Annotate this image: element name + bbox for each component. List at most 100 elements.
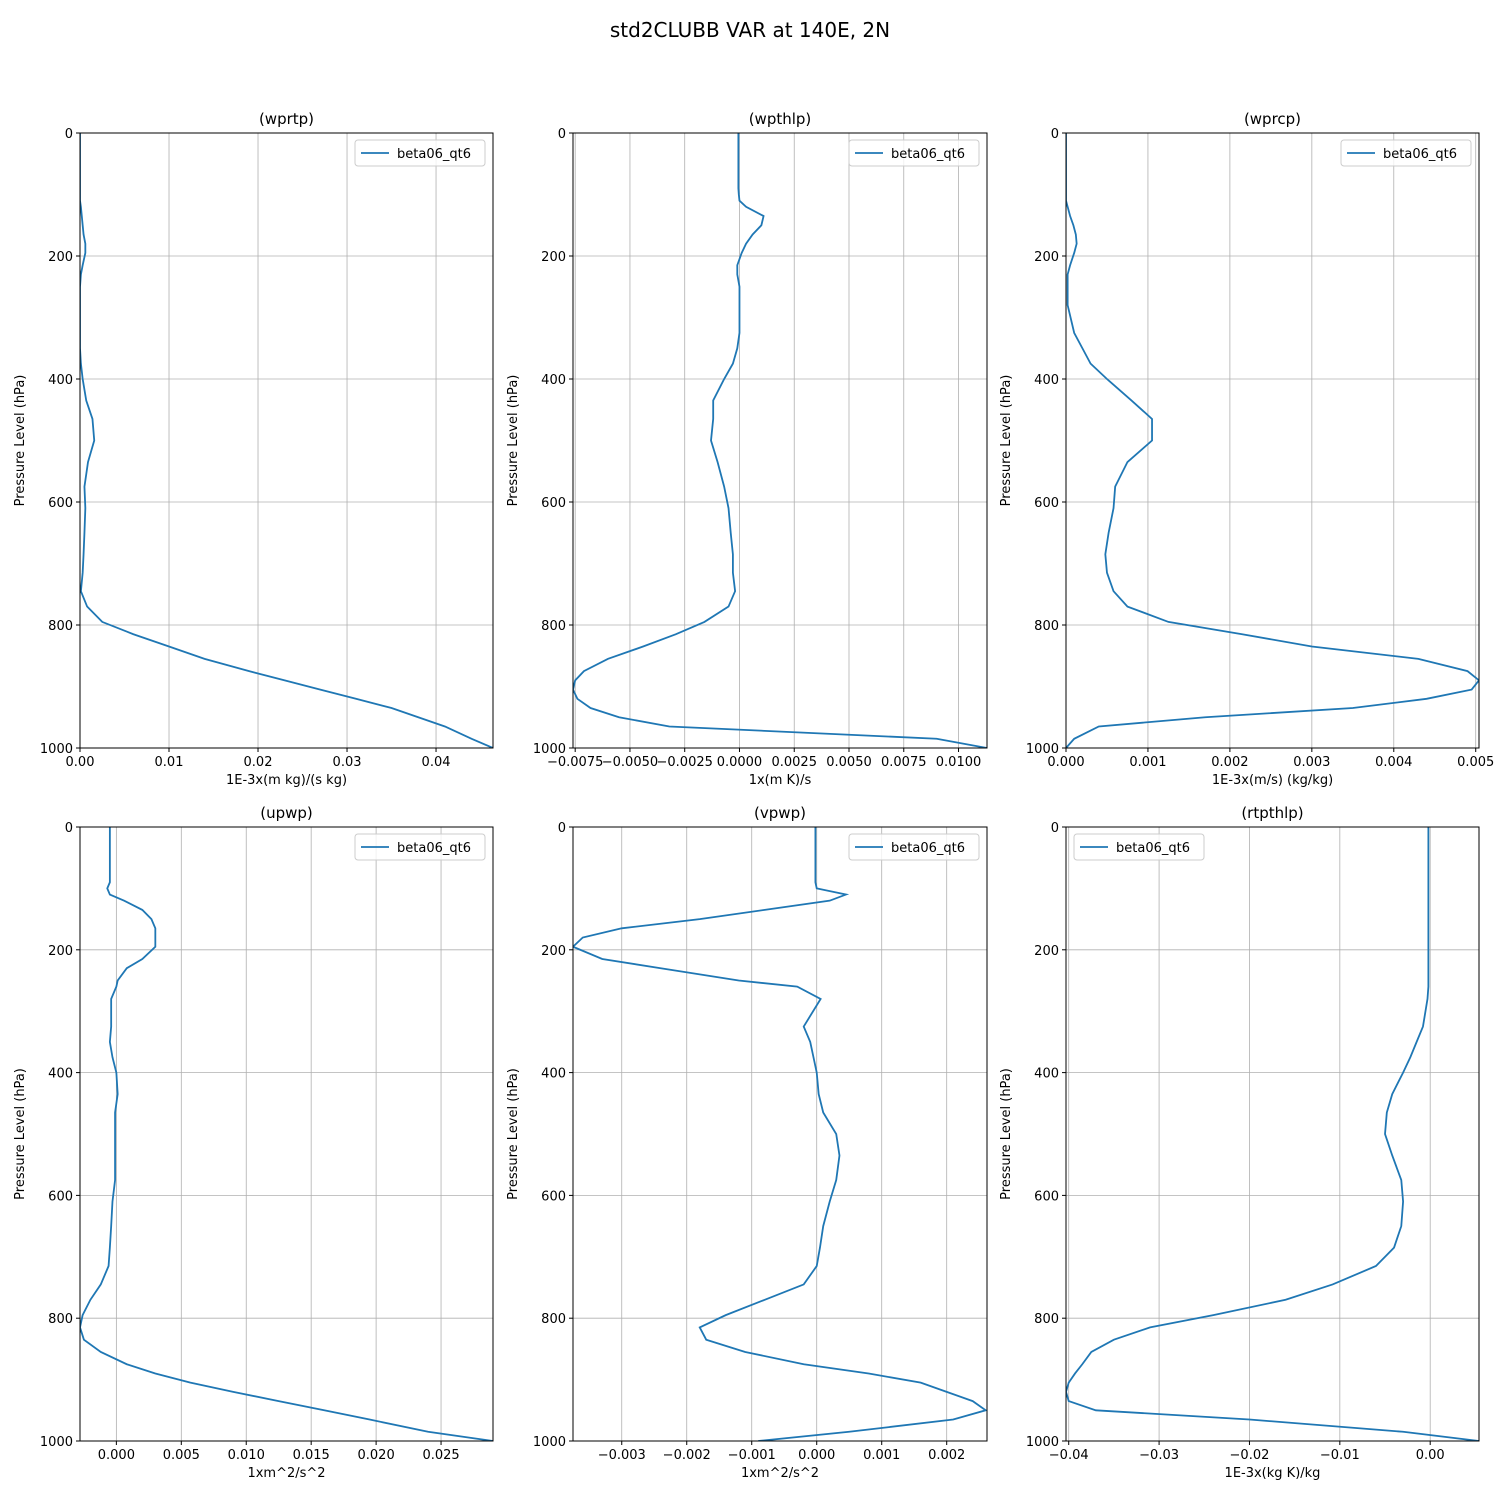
x-tick-label: 0.000 <box>1047 755 1084 770</box>
legend-label: beta06_qt6 <box>891 147 965 162</box>
x-axis-label: 1x(m K)/s <box>749 773 812 788</box>
figure-title: std2CLUBB VAR at 140E, 2N <box>610 18 890 42</box>
legend-box <box>354 833 486 861</box>
x-tick-label: −0.0075 <box>547 755 603 770</box>
profile-line <box>80 827 493 1441</box>
x-tick-label: −0.03 <box>1139 1448 1179 1463</box>
plot-frame <box>572 132 988 749</box>
y-tick-label: 600 <box>48 1189 73 1204</box>
panel: 0.000 0.005 0.010 0.015 0.020 0.025 0 200 400 600… <box>13 804 494 1481</box>
y-tick-label: 400 <box>541 373 566 388</box>
y-axis-label: Pressure Level (hPa) <box>13 1068 28 1200</box>
x-tick-label: 0.01 <box>155 755 184 770</box>
y-axis-label: Pressure Level (hPa) <box>506 375 521 507</box>
plot-frame <box>1065 132 1480 749</box>
x-tick-label: 0.04 <box>422 755 451 770</box>
x-tick-label: 0.005 <box>1457 755 1494 770</box>
x-tick-label: 0.0025 <box>771 755 817 770</box>
panel-title: (vpwp) <box>754 804 806 822</box>
y-tick-label: 1000 <box>40 1435 73 1450</box>
profile-line <box>573 133 987 748</box>
y-tick-label: 0 <box>65 127 73 142</box>
profile-line <box>80 133 493 748</box>
y-tick-label: 800 <box>1034 619 1059 634</box>
plot-frame <box>79 132 494 749</box>
profile-line <box>1066 133 1479 748</box>
x-axis-label: 1xm^2/s^2 <box>247 1466 325 1481</box>
x-tick-label: 0.002 <box>1211 755 1248 770</box>
x-axis-label: 1xm^2/s^2 <box>741 1466 819 1481</box>
x-axis-label: 1E-3x(m kg)/(s kg) <box>226 773 347 788</box>
x-tick-label: 0.0050 <box>826 755 872 770</box>
panel-title: (upwp) <box>260 804 313 822</box>
y-tick-label: 0 <box>558 821 566 836</box>
panel-title: (wprtp) <box>259 110 314 128</box>
legend-box <box>1073 833 1205 861</box>
panel-title: (wpthlp) <box>749 110 812 128</box>
y-tick-label: 200 <box>48 250 73 265</box>
panel: −0.003 −0.002 −0.001 0.000 0.001 0.002 0 200 400… <box>506 804 988 1481</box>
x-tick-label: 0.00 <box>1416 1448 1445 1463</box>
x-tick-label: −0.001 <box>728 1448 776 1463</box>
legend-box <box>354 139 486 167</box>
x-tick-label: 0.000 <box>98 1448 135 1463</box>
legend-label: beta06_qt6 <box>1116 841 1190 856</box>
y-tick-label: 600 <box>541 1189 566 1204</box>
profile-line <box>573 827 987 1441</box>
x-tick-label: −0.0050 <box>602 755 658 770</box>
x-tick-label: 0.001 <box>1129 755 1166 770</box>
y-tick-label: 600 <box>1034 1189 1059 1204</box>
y-axis-label: Pressure Level (hPa) <box>506 1068 521 1200</box>
legend-box <box>848 139 980 167</box>
x-tick-label: 0.004 <box>1375 755 1412 770</box>
panel: −0.04 −0.03 −0.02 −0.01 0.00 0 200 400 600 800 100… <box>999 804 1480 1481</box>
y-tick-label: 1000 <box>1026 1435 1059 1450</box>
y-tick-label: 0 <box>1051 821 1059 836</box>
y-axis-label: Pressure Level (hPa) <box>13 375 28 507</box>
y-tick-label: 200 <box>1034 250 1059 265</box>
y-tick-label: 400 <box>1034 373 1059 388</box>
x-tick-label: 0.001 <box>863 1448 900 1463</box>
x-tick-label: 0.005 <box>163 1448 200 1463</box>
x-tick-label: 0.002 <box>928 1448 965 1463</box>
x-tick-label: −0.0025 <box>657 755 713 770</box>
x-tick-label: −0.02 <box>1230 1448 1270 1463</box>
x-tick-label: 0.00 <box>66 755 95 770</box>
legend-label: beta06_qt6 <box>397 147 471 162</box>
plot-frame <box>572 826 988 1442</box>
y-tick-label: 400 <box>541 1067 566 1082</box>
panel-title: (rtpthlp) <box>1241 804 1303 822</box>
plot-frame <box>79 826 494 1442</box>
panel: −0.0075−0.0050−0.0025 0.0000 0.0025 0.0050 0… <box>506 110 988 788</box>
y-tick-label: 400 <box>48 1067 73 1082</box>
y-tick-label: 400 <box>48 373 73 388</box>
legend-label: beta06_qt6 <box>1383 147 1457 162</box>
y-tick-label: 400 <box>1034 1067 1059 1082</box>
y-tick-label: 200 <box>1034 944 1059 959</box>
y-tick-label: 1000 <box>533 1435 566 1450</box>
x-tick-label: 0.000 <box>798 1448 835 1463</box>
y-tick-label: 800 <box>541 1312 566 1327</box>
y-axis-label: Pressure Level (hPa) <box>999 375 1014 507</box>
x-tick-label: 0.025 <box>422 1448 459 1463</box>
panel-title: (wprcp) <box>1244 110 1301 128</box>
legend-label: beta06_qt6 <box>891 841 965 856</box>
y-tick-label: 1000 <box>40 742 73 757</box>
x-tick-label: 0.015 <box>293 1448 330 1463</box>
y-tick-label: 600 <box>1034 496 1059 511</box>
plot-frame <box>1065 826 1480 1442</box>
profile-line <box>1066 827 1479 1441</box>
x-tick-label: 0.003 <box>1293 755 1330 770</box>
panel: 0.00 0.01 0.02 0.03 0.04 0 200 400 600 800 1000 (wp… <box>13 110 494 788</box>
legend-box <box>848 833 980 861</box>
y-tick-label: 200 <box>541 944 566 959</box>
x-tick-label: −0.003 <box>598 1448 646 1463</box>
x-tick-label: 0.03 <box>333 755 362 770</box>
y-tick-label: 600 <box>541 496 566 511</box>
y-tick-label: 0 <box>65 821 73 836</box>
x-tick-label: 0.02 <box>244 755 273 770</box>
x-tick-label: −0.04 <box>1049 1448 1089 1463</box>
y-tick-label: 600 <box>48 496 73 511</box>
y-tick-label: 800 <box>1034 1312 1059 1327</box>
